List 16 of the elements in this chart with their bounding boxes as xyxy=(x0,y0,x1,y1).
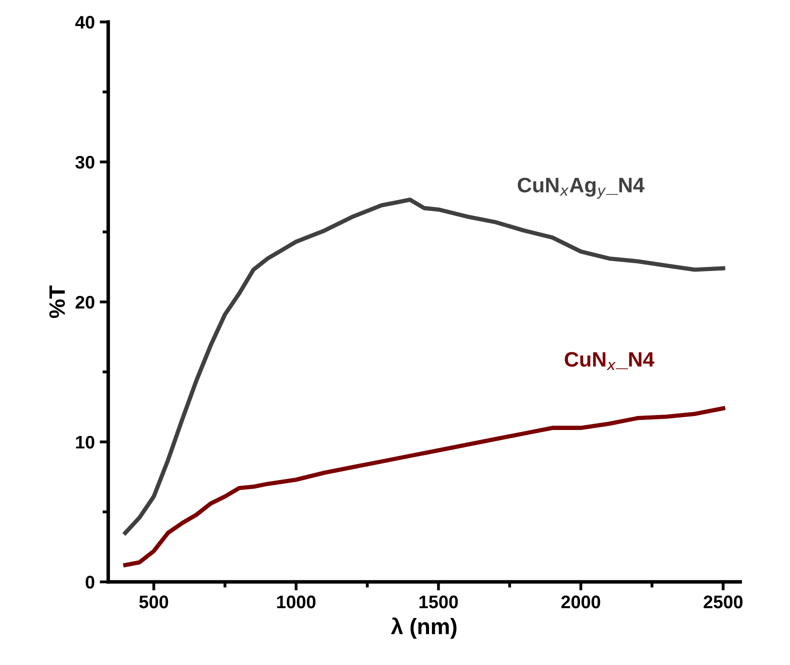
x-tick-label: 1500 xyxy=(420,596,458,608)
series-label: CuN$_{x}$Ag$_{y}$_N4 xyxy=(518,178,644,199)
x-tick-label: 500 xyxy=(139,596,168,608)
x-tick-label: 1000 xyxy=(277,596,316,608)
y-tick-label: 10 xyxy=(76,436,94,449)
x-tick-label: 2500 xyxy=(704,596,742,608)
y-axis-title: %T xyxy=(49,285,65,318)
y-tick-label: 0 xyxy=(86,576,94,589)
line-series xyxy=(123,406,726,568)
y-tick-label: 20 xyxy=(76,296,94,309)
line-series xyxy=(123,198,726,535)
y-tick-label: 40 xyxy=(75,16,94,29)
x-axis-title: λ (nm) xyxy=(390,617,456,639)
y-tick-label: 30 xyxy=(75,156,94,169)
text: CuN$_{x}$_N4 xyxy=(564,352,654,370)
x-tick-label: 2000 xyxy=(561,596,600,608)
